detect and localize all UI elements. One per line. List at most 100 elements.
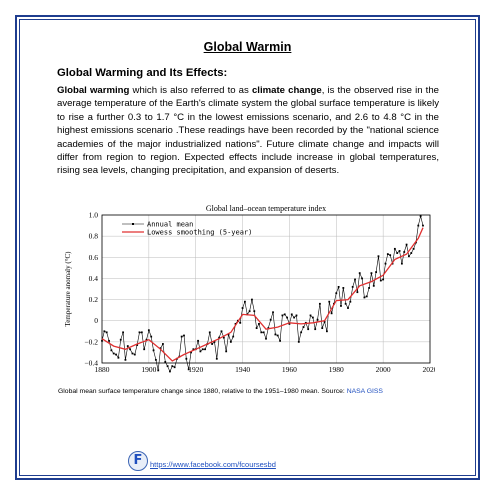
data-point-annual-mean bbox=[272, 311, 274, 314]
data-point-annual-mean bbox=[117, 356, 120, 359]
data-point-annual-mean bbox=[384, 262, 387, 265]
data-point-annual-mean bbox=[103, 330, 106, 333]
data-point-annual-mean bbox=[389, 254, 392, 257]
data-point-annual-mean bbox=[295, 314, 298, 317]
data-point-annual-mean bbox=[131, 352, 134, 355]
data-point-annual-mean bbox=[403, 251, 406, 253]
data-point-annual-mean bbox=[112, 352, 115, 355]
data-point-annual-mean bbox=[377, 255, 380, 258]
data-point-annual-mean bbox=[258, 322, 260, 325]
data-point-annual-mean bbox=[361, 277, 363, 280]
data-point-annual-mean bbox=[337, 285, 340, 288]
data-point-annual-mean bbox=[396, 252, 399, 254]
data-point-annual-mean bbox=[171, 365, 174, 368]
section-heading: Global Warming and Its Effects: bbox=[57, 67, 228, 79]
data-point-annual-mean bbox=[162, 343, 164, 345]
data-point-annual-mean bbox=[105, 331, 108, 334]
data-point-annual-mean bbox=[164, 361, 167, 363]
data-point-annual-mean bbox=[138, 331, 141, 334]
data-point-annual-mean bbox=[314, 328, 317, 331]
x-tick-label: 1880 bbox=[95, 365, 110, 374]
y-tick-label: 0 bbox=[94, 316, 98, 325]
y-tick-label: 0.6 bbox=[89, 253, 99, 262]
data-point-annual-mean bbox=[199, 350, 202, 353]
x-tick-label: 1940 bbox=[235, 365, 250, 374]
data-point-annual-mean bbox=[398, 250, 401, 252]
data-point-annual-mean bbox=[311, 316, 314, 319]
data-point-annual-mean bbox=[108, 339, 110, 342]
x-tick-label: 2020 bbox=[423, 365, 436, 374]
data-point-annual-mean bbox=[281, 314, 284, 317]
data-point-annual-mean bbox=[276, 334, 279, 337]
data-point-annual-mean bbox=[115, 353, 117, 356]
data-point-annual-mean bbox=[419, 215, 422, 217]
data-point-annual-mean bbox=[365, 295, 368, 298]
data-point-annual-mean bbox=[274, 333, 277, 336]
data-point-annual-mean bbox=[133, 353, 136, 356]
data-point-annual-mean bbox=[422, 224, 424, 227]
data-point-annual-mean bbox=[326, 330, 328, 333]
data-point-annual-mean bbox=[405, 243, 408, 246]
data-point-annual-mean bbox=[110, 349, 113, 352]
data-point-annual-mean bbox=[211, 343, 214, 345]
data-point-annual-mean bbox=[187, 368, 190, 371]
data-point-annual-mean bbox=[368, 287, 370, 289]
data-point-annual-mean bbox=[265, 337, 267, 340]
document-title: Global Warmin bbox=[203, 40, 292, 54]
data-point-annual-mean bbox=[309, 314, 312, 317]
y-tick-label: 0.4 bbox=[89, 274, 99, 283]
series-line-lowess bbox=[101, 227, 424, 362]
facebook-link[interactable]: https://www.facebook.com/fcoursesbd bbox=[150, 460, 276, 469]
data-point-annual-mean bbox=[297, 340, 300, 343]
data-point-annual-mean bbox=[300, 331, 303, 334]
data-point-annual-mean bbox=[173, 366, 176, 369]
y-tick-label: 0.8 bbox=[89, 232, 99, 241]
data-point-annual-mean bbox=[302, 326, 305, 328]
data-point-annual-mean bbox=[169, 370, 171, 373]
data-point-annual-mean bbox=[279, 339, 281, 342]
caption-source-link[interactable]: NASA GISS bbox=[346, 388, 383, 395]
series-line-annual-mean bbox=[101, 216, 424, 373]
data-point-annual-mean bbox=[185, 357, 188, 360]
body-paragraph: Global warming which is also referred to… bbox=[57, 84, 439, 178]
data-point-annual-mean bbox=[262, 331, 265, 334]
data-point-annual-mean bbox=[356, 291, 359, 294]
x-tick-label: 2000 bbox=[376, 365, 391, 374]
data-point-annual-mean bbox=[358, 272, 361, 275]
data-point-annual-mean bbox=[347, 307, 349, 309]
data-point-annual-mean bbox=[342, 287, 345, 289]
data-point-annual-mean bbox=[410, 252, 413, 254]
data-point-annual-mean bbox=[248, 310, 251, 313]
figure-caption: Global mean surface temperature change s… bbox=[58, 388, 383, 395]
data-point-annual-mean bbox=[316, 318, 319, 321]
data-point-annual-mean bbox=[323, 320, 326, 323]
data-point-annual-mean bbox=[218, 336, 221, 339]
bold-term: Global warming bbox=[57, 85, 130, 96]
data-point-annual-mean bbox=[166, 365, 169, 368]
data-point-annual-mean bbox=[222, 336, 225, 339]
x-tick-label: 1900 bbox=[141, 365, 156, 374]
y-tick-label: −0.4 bbox=[84, 359, 98, 368]
y-tick-label: 0.2 bbox=[89, 295, 99, 304]
data-point-annual-mean bbox=[119, 338, 122, 341]
y-tick-label: 1.0 bbox=[89, 211, 99, 220]
data-point-annual-mean bbox=[386, 253, 389, 256]
data-point-annual-mean bbox=[101, 339, 103, 342]
data-point-annual-mean bbox=[335, 292, 338, 295]
data-point-annual-mean bbox=[150, 335, 153, 338]
data-point-annual-mean bbox=[180, 335, 183, 338]
data-point-annual-mean bbox=[225, 350, 228, 353]
facebook-logo-icon: F bbox=[128, 451, 148, 471]
data-point-annual-mean bbox=[269, 318, 272, 321]
data-point-annual-mean bbox=[344, 302, 347, 305]
data-point-annual-mean bbox=[241, 307, 244, 309]
page-border-outer bbox=[15, 15, 480, 480]
data-point-annual-mean bbox=[408, 255, 410, 258]
y-axis-label: Temperature anomaly (°C) bbox=[64, 251, 72, 327]
data-point-annual-mean bbox=[417, 224, 420, 227]
data-point-annual-mean bbox=[372, 284, 375, 287]
data-point-annual-mean bbox=[321, 327, 324, 330]
data-point-annual-mean bbox=[363, 296, 366, 299]
data-point-annual-mean bbox=[255, 327, 258, 330]
data-point-annual-mean bbox=[140, 331, 143, 334]
